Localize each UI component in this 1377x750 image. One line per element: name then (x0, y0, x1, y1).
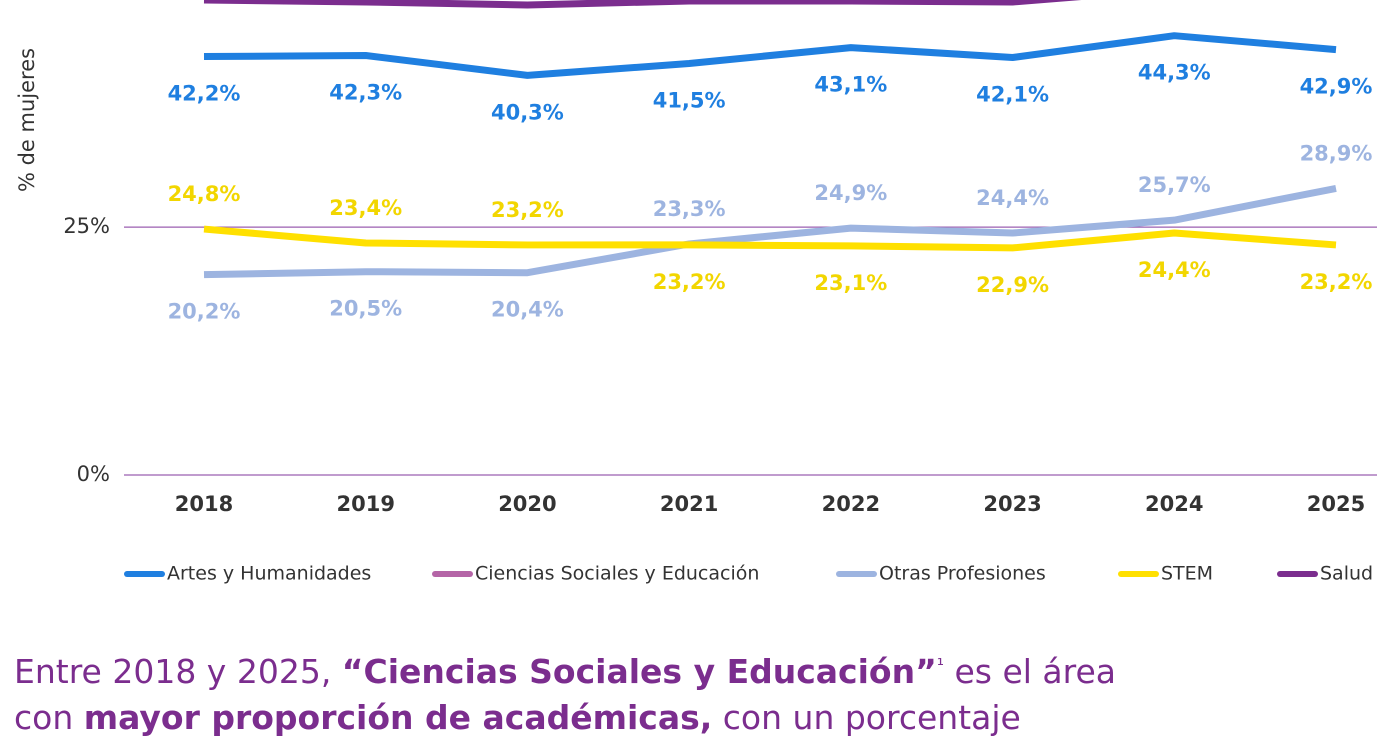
data-label: 20,4% (491, 298, 564, 322)
data-label: 24,4% (1138, 258, 1211, 282)
series-line (203, 225, 1337, 252)
x-tick-label: 2022 (822, 492, 880, 516)
data-label: 28,9% (1300, 141, 1373, 165)
data-label: 23,2% (653, 270, 726, 294)
x-tick-label: 2021 (660, 492, 718, 516)
caption-footnote: ¹ (936, 655, 944, 676)
data-label: 23,2% (1300, 270, 1373, 294)
x-tick-label: 2025 (1307, 492, 1365, 516)
legend-label: STEM (1161, 563, 1213, 585)
data-label: 20,2% (168, 300, 241, 324)
caption-bold: mayor proporción de académicas, (83, 698, 713, 737)
caption-text: es el área (944, 652, 1117, 691)
data-label: 23,4% (329, 196, 402, 220)
chart: % de mujeres 0% 25% 2018 2019 2020 2021 2022 20… (15, 0, 1377, 585)
y-tick-label: 25% (63, 214, 110, 238)
series-line (203, 0, 1082, 9)
data-label: 23,2% (491, 198, 564, 222)
caption-text: Entre 2018 y 2025, (14, 652, 342, 691)
data-label: 44,3% (1138, 61, 1211, 85)
data-label: 24,9% (814, 181, 887, 205)
legend-label: Otras Profesiones (879, 563, 1046, 585)
data-label: 20,5% (329, 297, 402, 321)
data-label: 43,1% (814, 73, 887, 97)
caption-text: con un porcentaje (712, 698, 1021, 737)
legend-label: Ciencias Sociales y Educación (475, 563, 759, 585)
x-tick-label: 2023 (983, 492, 1041, 516)
data-label: 22,9% (976, 273, 1049, 297)
data-label: 41,5% (653, 88, 726, 112)
legend-label: Artes y Humanidades (167, 563, 371, 585)
data-label: 25,7% (1138, 173, 1211, 197)
data-label: 24,4% (976, 186, 1049, 210)
data-label: 23,1% (814, 271, 887, 295)
x-tick-label: 2020 (498, 492, 556, 516)
data-label: 42,1% (976, 83, 1049, 107)
y-tick-label: 0% (77, 462, 110, 486)
series-line (203, 184, 1337, 279)
caption-text: con (14, 698, 84, 737)
caption-line: con mayor proporción de académicas, con … (14, 698, 1021, 737)
x-tick-label: 2019 (336, 492, 394, 516)
data-label: 40,3% (491, 100, 564, 124)
data-label: 24,8% (168, 182, 241, 206)
series-line (203, 32, 1337, 79)
y-axis-label: % de mujeres (15, 48, 39, 192)
data-label: 23,3% (653, 197, 726, 221)
data-label: 42,3% (329, 81, 402, 105)
legend-label: Salud (1320, 563, 1373, 585)
caption-line: Entre 2018 y 2025, “Ciencias Sociales y … (14, 652, 1116, 691)
data-label: 42,9% (1300, 75, 1373, 99)
x-tick-label: 2018 (175, 492, 233, 516)
caption-bold: “Ciencias Sociales y Educación” (341, 652, 937, 691)
x-tick-label: 2024 (1145, 492, 1203, 516)
data-label: 42,2% (168, 82, 241, 106)
